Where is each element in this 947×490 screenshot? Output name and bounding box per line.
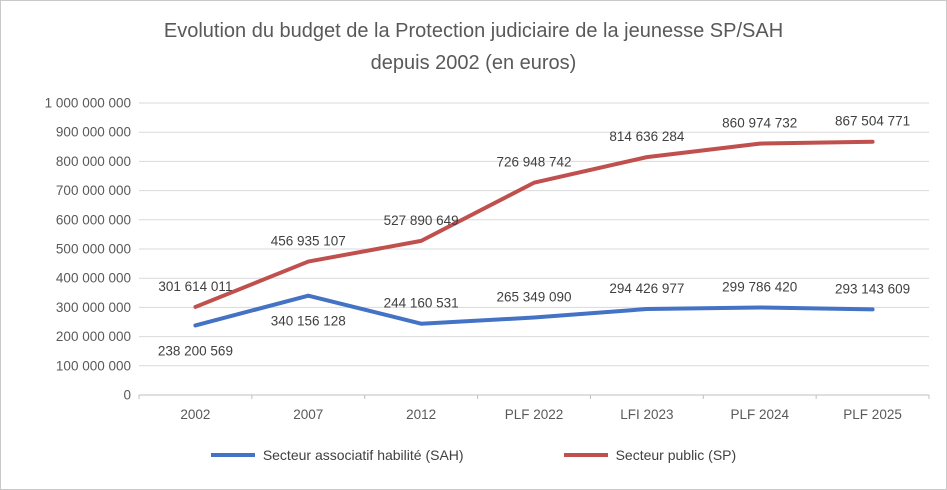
data-label: 293 143 609 xyxy=(835,281,910,296)
legend-label-sah: Secteur associatif habilité (SAH) xyxy=(262,447,464,463)
data-label: 294 426 977 xyxy=(609,281,684,296)
data-label: 340 156 128 xyxy=(271,314,346,329)
x-tick-label: PLF 2024 xyxy=(730,407,789,422)
legend-item-sp: Secteur public (SP) xyxy=(563,447,737,463)
y-tick-label: 700 000 000 xyxy=(56,183,131,198)
data-label: 867 504 771 xyxy=(835,114,910,129)
data-label: 860 974 732 xyxy=(722,116,797,131)
y-tick-label: 100 000 000 xyxy=(56,358,131,373)
series-line-0 xyxy=(193,293,875,328)
y-tick-label: 1 000 000 000 xyxy=(45,96,131,111)
legend-swatch-sp xyxy=(563,453,608,457)
y-tick-label: 900 000 000 xyxy=(56,125,131,140)
x-tick-label: PLF 2025 xyxy=(843,407,902,422)
y-tick-label: 500 000 000 xyxy=(56,242,131,257)
chart-title: Evolution du budget de la Protection jud… xyxy=(163,20,784,42)
y-tick-label: 800 000 000 xyxy=(56,154,131,169)
y-tick-label: 300 000 000 xyxy=(56,300,131,315)
legend-swatch-sah xyxy=(210,453,255,457)
series-line-1 xyxy=(193,139,875,309)
x-tick-label: 2012 xyxy=(406,407,436,422)
data-label: 456 935 107 xyxy=(271,234,346,249)
legend-label-sp: Secteur public (SP) xyxy=(615,447,737,463)
chart-title-block: Evolution du budget de la Protection jud… xyxy=(1,15,946,79)
y-tick-label: 200 000 000 xyxy=(56,329,131,344)
x-tick-label: 2002 xyxy=(180,407,210,422)
y-tick-label: 400 000 000 xyxy=(56,271,131,286)
legend: Secteur associatif habilité (SAH) Secteu… xyxy=(1,447,946,463)
data-label: 238 200 569 xyxy=(158,343,233,358)
x-tick-label: LFI 2023 xyxy=(620,407,673,422)
data-label: 726 948 742 xyxy=(496,155,571,170)
chart-subtitle: depuis 2002 (en euros) xyxy=(370,52,577,74)
data-label: 814 636 284 xyxy=(609,129,685,144)
data-label: 527 890 649 xyxy=(384,213,459,228)
data-label: 244 160 531 xyxy=(384,296,459,311)
data-label: 265 349 090 xyxy=(496,290,571,305)
y-tick-label: 600 000 000 xyxy=(56,212,131,227)
legend-item-sah: Secteur associatif habilité (SAH) xyxy=(210,447,464,463)
x-tick-label: 2007 xyxy=(293,407,323,422)
y-tick-label: 0 xyxy=(123,388,131,403)
data-label: 301 614 011 xyxy=(158,279,232,294)
data-label: 299 786 420 xyxy=(722,279,797,294)
x-tick-label: PLF 2022 xyxy=(505,407,564,422)
